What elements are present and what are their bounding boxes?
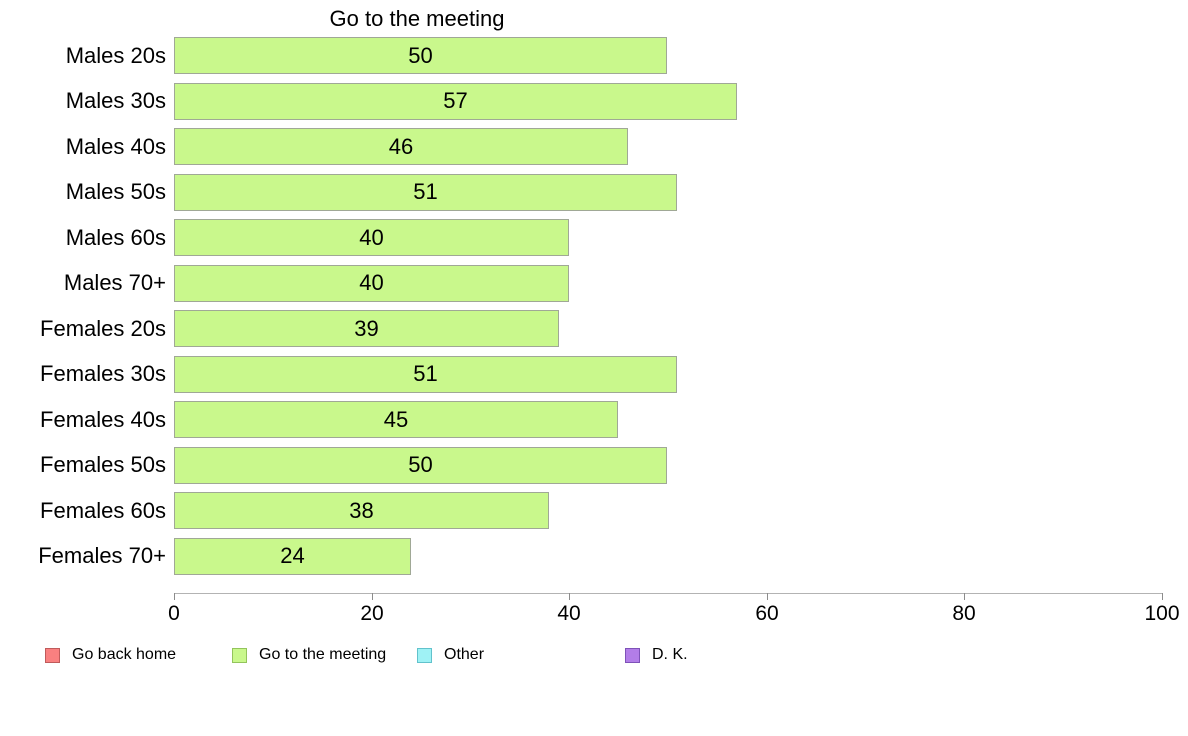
legend-item: Go to the meeting	[232, 645, 386, 665]
x-tick-label: 0	[168, 602, 180, 625]
bar-row: Males 70+ 40	[0, 261, 1188, 307]
legend-item: Go back home	[45, 645, 176, 665]
x-tick	[174, 593, 175, 600]
x-tick	[372, 593, 373, 600]
x-axis-line	[174, 593, 1162, 594]
bar-value-label: 45	[383, 406, 409, 432]
legend-item: D. K.	[625, 645, 688, 665]
category-label: Males 30s	[65, 88, 166, 114]
bar-row: Females 70+ 24	[0, 534, 1188, 580]
bar: 45	[174, 401, 618, 439]
bar: 38	[174, 492, 549, 530]
category-label: Males 70+	[63, 270, 166, 296]
bar: 50	[174, 446, 667, 484]
bar-row: Females 40s 45	[0, 397, 1188, 443]
legend-swatch	[232, 647, 247, 663]
bar-value-label: 50	[408, 452, 433, 478]
x-tick-label: 40	[557, 602, 581, 625]
bar-value-label: 57	[443, 88, 468, 114]
x-tick-label: 80	[952, 602, 976, 625]
legend-label: Other	[444, 646, 485, 663]
bar-row: Females 20s 39	[0, 306, 1188, 352]
bar: 39	[174, 310, 559, 348]
bar-row: Females 30s 51	[0, 352, 1188, 398]
bar-value-label: 24	[280, 543, 305, 569]
legend-swatch	[417, 647, 432, 663]
legend-item: Other	[417, 645, 484, 665]
x-tick	[1162, 593, 1163, 600]
x-tick-label: 60	[755, 602, 779, 625]
bar-value-label: 38	[349, 497, 374, 523]
legend-label: Go to the meeting	[259, 646, 387, 663]
bar-value-label: 40	[359, 224, 384, 250]
bar-value-label: 50	[408, 42, 433, 68]
category-label: Females 30s	[40, 361, 166, 387]
bar-row: Males 20s 50	[0, 33, 1188, 79]
bar-row: Males 60s 40	[0, 215, 1188, 261]
category-label: Females 60s	[40, 497, 166, 523]
x-tick	[767, 593, 768, 600]
bar: 46	[174, 128, 628, 166]
category-label: Females 20s	[40, 315, 166, 341]
legend-swatch	[45, 647, 60, 663]
category-label: Males 20s	[65, 42, 166, 68]
bar: 51	[174, 173, 677, 211]
x-tick-label: 100	[1144, 602, 1180, 625]
x-tick	[569, 593, 570, 600]
bar-value-label: 51	[413, 361, 438, 387]
bar: 57	[174, 82, 737, 120]
bar: 40	[174, 219, 569, 257]
legend-swatch	[625, 647, 640, 663]
bar: 50	[174, 37, 667, 75]
category-label: Males 50s	[65, 179, 166, 205]
category-label: Females 50s	[40, 452, 166, 478]
bar-value-label: 39	[354, 315, 379, 341]
bar-value-label: 51	[413, 179, 438, 205]
category-label: Females 70+	[38, 543, 166, 569]
bar: 51	[174, 355, 677, 393]
legend-label: Go back home	[72, 646, 177, 663]
plot-area: Males 20s 50 Males 30s 57 Males 40s 46 Males 5…	[0, 33, 1188, 579]
x-tick-label: 20	[360, 602, 384, 625]
bar: 24	[174, 537, 411, 575]
bar-row: Males 50s 51	[0, 170, 1188, 216]
category-label: Males 40s	[65, 133, 166, 159]
x-tick	[964, 593, 965, 600]
legend-label: D. K.	[652, 646, 688, 663]
category-label: Females 40s	[40, 406, 166, 432]
bar-row: Males 40s 46	[0, 124, 1188, 170]
bar-value-label: 46	[388, 133, 414, 159]
bar-row: Males 30s 57	[0, 79, 1188, 125]
category-label: Males 60s	[65, 224, 166, 250]
bar: 40	[174, 264, 569, 302]
bar-row: Females 60s 38	[0, 488, 1188, 534]
bar-value-label: 40	[359, 270, 384, 296]
chart-title: Go to the meeting	[329, 6, 505, 31]
bar-row: Females 50s 50	[0, 443, 1188, 489]
